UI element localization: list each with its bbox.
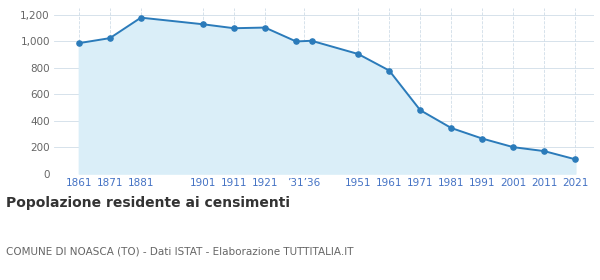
Point	[415, 108, 425, 112]
Point	[198, 22, 208, 27]
Point	[478, 136, 487, 141]
Point	[539, 149, 549, 153]
Text: Popolazione residente ai censimenti: Popolazione residente ai censimenti	[6, 196, 290, 210]
Point	[571, 157, 580, 162]
Point	[74, 41, 83, 45]
Point	[446, 126, 456, 130]
Text: COMUNE DI NOASCA (TO) - Dati ISTAT - Elaborazione TUTTITALIA.IT: COMUNE DI NOASCA (TO) - Dati ISTAT - Ela…	[6, 246, 353, 256]
Point	[291, 39, 301, 44]
Point	[229, 26, 239, 31]
Point	[136, 15, 146, 20]
Point	[385, 68, 394, 73]
Point	[353, 52, 363, 56]
Point	[105, 36, 115, 40]
Point	[509, 145, 518, 150]
Point	[307, 39, 316, 43]
Point	[260, 25, 270, 30]
